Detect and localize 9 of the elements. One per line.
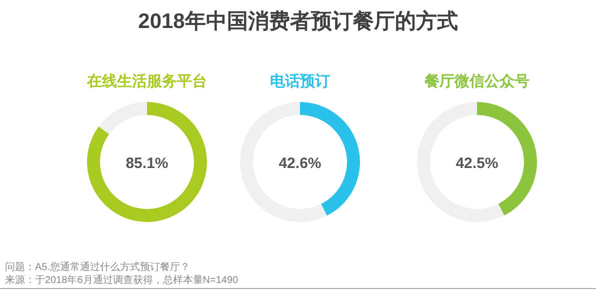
text: 问题：A5.您通常通过什么方式预订餐厅？ <box>5 261 190 273</box>
text: 85.1% <box>126 155 168 172</box>
source-note: 来源：于2018年6月通过调查获得，总样本量N=1490 <box>5 274 239 286</box>
slice-label: 餐厅微信公众号 <box>424 73 530 90</box>
text: 42.5% <box>456 155 498 172</box>
slice-label: 电话预订 <box>270 73 330 90</box>
text: 42.6% <box>278 155 322 172</box>
text: 2018年中国消费者预订餐厅的方式 <box>138 9 458 33</box>
slice-label: 在线生活服务平台 <box>86 73 207 90</box>
